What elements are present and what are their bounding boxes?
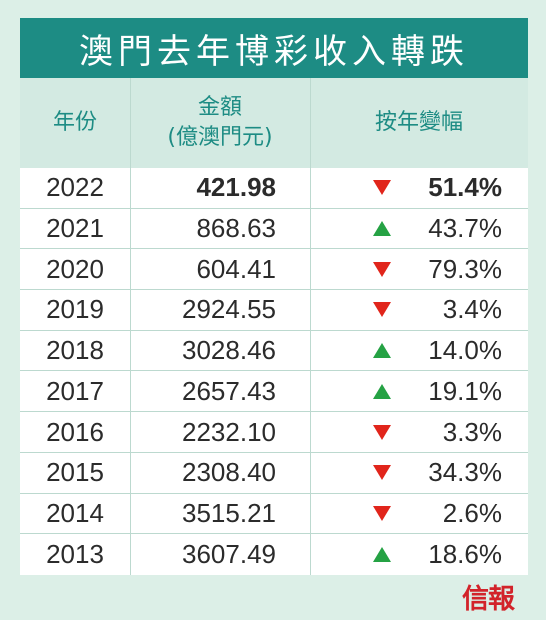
table-row: 2021 868.63 43.7%: [20, 209, 528, 250]
change-cell: 51.4%: [428, 172, 502, 203]
hkej-logo: 信報: [462, 584, 515, 615]
table-row: 2020 604.41 79.3%: [20, 249, 528, 291]
year-cell: 2022: [46, 172, 104, 203]
change-cell: 19.1%: [428, 375, 502, 406]
header-year: 年份: [20, 78, 130, 168]
change-cell: 34.3%: [428, 457, 502, 488]
triangle-down-icon: [373, 302, 391, 318]
up-arrow-icon: [370, 534, 394, 575]
year-cell: 2018: [46, 335, 104, 366]
amount-cell: 3515.21: [182, 497, 276, 528]
header-year-label: 年份: [52, 110, 97, 135]
column-divider: [310, 78, 311, 575]
change-cell: 14.0%: [428, 335, 502, 366]
change-cell: 43.7%: [428, 213, 502, 244]
table-row: 2013 3607.49 18.6%: [20, 534, 528, 575]
amount-cell: 3607.49: [182, 539, 276, 570]
triangle-down-icon: [373, 180, 391, 196]
down-arrow-icon: [370, 494, 394, 534]
header-change: 按年變幅: [310, 78, 528, 168]
down-arrow-icon: [370, 453, 394, 493]
year-cell: 2015: [46, 457, 104, 488]
title-bar: 澳門去年博彩收入轉跌: [20, 18, 528, 78]
change-cell: 3.3%: [442, 416, 502, 447]
year-cell: 2020: [46, 253, 104, 284]
amount-cell: 868.63: [196, 213, 276, 244]
table-row: 2014 3515.21 2.6%: [20, 494, 528, 535]
amount-cell: 3028.46: [182, 335, 276, 366]
header-amount-unit: (億澳門元): [167, 125, 273, 150]
triangle-down-icon: [373, 424, 391, 440]
triangle-up-icon: [373, 383, 391, 399]
amount-cell: 2657.43: [182, 375, 276, 406]
table-row: 2019 2924.55 3.4%: [20, 290, 528, 331]
year-cell: 2017: [46, 375, 104, 406]
change-cell: 3.4%: [442, 294, 502, 325]
year-cell: 2021: [46, 213, 104, 244]
change-cell: 18.6%: [428, 539, 502, 570]
down-arrow-icon: [370, 412, 394, 452]
table-header: 年份 金額 (億澳門元) 按年變幅: [20, 78, 528, 168]
table-row: 2018 3028.46 14.0%: [20, 331, 528, 372]
table-row: 2015 2308.40 34.3%: [20, 453, 528, 494]
triangle-down-icon: [373, 465, 391, 481]
year-cell: 2013: [46, 539, 104, 570]
down-arrow-icon: [370, 290, 394, 330]
amount-cell: 2308.40: [182, 457, 276, 488]
triangle-up-icon: [373, 547, 391, 563]
year-cell: 2016: [46, 416, 104, 447]
table-row: 2017 2657.43 19.1%: [20, 372, 528, 413]
triangle-down-icon: [373, 505, 391, 521]
year-cell: 2019: [46, 294, 104, 325]
header-change-label: 按年變幅: [374, 110, 463, 135]
amount-cell: 421.98: [196, 172, 276, 203]
down-arrow-icon: [370, 249, 394, 289]
data-table-card: 澳門去年博彩收入轉跌 年份 金額 (億澳門元) 按年變幅 2022 421.98 5…: [20, 18, 528, 575]
table-row: 2022 421.98 51.4%: [20, 168, 528, 209]
down-arrow-icon: [370, 168, 394, 208]
change-cell: 2.6%: [442, 497, 502, 528]
up-arrow-icon: [370, 331, 394, 371]
table-title: 澳門去年博彩收入轉跌: [79, 31, 469, 72]
change-cell: 79.3%: [428, 253, 502, 284]
triangle-down-icon: [373, 261, 391, 277]
triangle-up-icon: [373, 221, 391, 237]
up-arrow-icon: [370, 372, 394, 412]
year-cell: 2014: [46, 497, 104, 528]
header-amount: 金額 (億澳門元): [130, 78, 310, 168]
triangle-up-icon: [373, 343, 391, 359]
table-row: 2016 2232.10 3.3%: [20, 412, 528, 453]
amount-cell: 604.41: [196, 253, 276, 284]
header-amount-label: 金額: [197, 95, 242, 120]
amount-cell: 2924.55: [182, 294, 276, 325]
up-arrow-icon: [370, 209, 394, 249]
column-divider: [130, 78, 131, 575]
amount-cell: 2232.10: [182, 416, 276, 447]
